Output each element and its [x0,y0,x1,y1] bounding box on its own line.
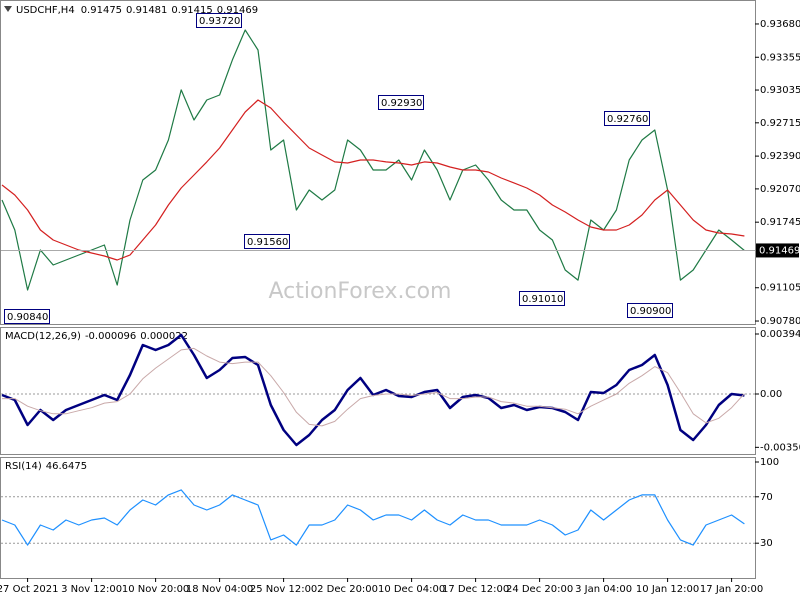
y-tick-label: 70 [760,492,773,503]
y-tick-label: 0.92070 [760,184,800,195]
annotation: 0.90900 [630,306,671,317]
x-tick-label: 17 Dec 12:00 [442,584,509,595]
y-tick-label: 0.92390 [760,151,800,162]
y-tick-label: 0.91745 [760,217,800,228]
open: 0.91475 [81,5,122,16]
y-tick-label: 30 [760,538,773,549]
y-tick-label: 0.91105 [760,283,800,294]
y-tick-label: 0.93035 [760,85,800,96]
last-price-box [756,243,799,258]
macd-last: -0.000096 [85,331,136,342]
low: 0.91415 [171,5,212,16]
annotation-box [4,309,50,324]
x-tick-label: 3 Jan 04:00 [575,584,632,595]
panel-frame [0,457,756,579]
y-tick-label: 0.92715 [760,118,800,129]
price-header: USDCHF,H4 0.91475 0.91481 0.91415 0.91469 [16,5,258,16]
x-tick-label: 2 Dec 20:00 [317,584,378,595]
rsi-title: RSI(14) [5,461,42,472]
series-line [1,99,745,261]
x-tick-label: 10 Jan 12:00 [636,584,699,595]
series-line [2,347,745,427]
rsi-header: RSI(14) 46.6475 [5,461,87,472]
y-tick-label: 0.90780 [760,316,800,327]
panel-frame [0,0,756,325]
y-tick-label: -0.003506 [760,442,800,453]
x-tick-label: 24 Dec 20:00 [506,584,573,595]
y-tick-label: 0.93355 [760,52,800,63]
annotation-box [196,13,242,28]
annotation: 0.90840 [7,312,48,323]
x-tick-label: 17 Jan 20:00 [700,584,763,595]
x-tick-label: 18 Nov 04:00 [186,584,253,595]
series-line [1,489,745,546]
annotation-box [604,111,650,126]
annotation-box [519,291,565,306]
x-tick-label: 10 Dec 04:00 [378,584,445,595]
y-tick-label: 0.93680 [760,19,800,30]
annotation: 0.91560 [247,237,288,248]
symbol: USDCHF,H4 [16,5,75,16]
high: 0.91481 [126,5,167,16]
x-tick-label: 27 Oct 2021 [0,584,59,595]
annotation: 0.92760 [607,114,648,125]
watermark: ActionForex.com [269,279,452,304]
panel-frame [0,327,756,455]
series-line [1,29,745,291]
x-tick-label: 10 Nov 20:00 [122,584,189,595]
annotation-box [378,95,424,110]
y-tick-label: 0.00 [760,389,782,400]
y-tick-label: 0.003944 [760,329,800,340]
annotation: 0.91010 [522,294,563,305]
macd-title: MACD(12,26,9) [5,331,81,342]
rsi-last: 46.6475 [46,461,87,472]
symbol-icon [4,6,12,12]
signal-last: 0.000022 [140,331,188,342]
y-tick-label: 100 [760,457,779,468]
macd-header: MACD(12,26,9) -0.000096 0.000022 [5,331,188,342]
annotation-box [244,234,290,249]
x-tick-label: 25 Nov 12:00 [250,584,317,595]
annotation-box [627,303,673,318]
last-price-label: 0.91469 [759,245,800,256]
annotation: 0.93720 [199,16,240,27]
x-tick-label: 3 Nov 12:00 [61,584,122,595]
annotation: 0.92930 [381,98,422,109]
close: 0.91469 [217,5,258,16]
